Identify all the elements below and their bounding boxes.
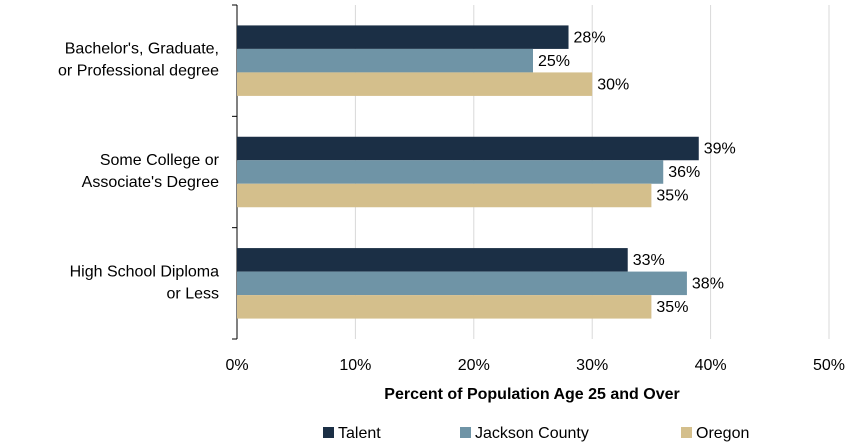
legend-label: Talent xyxy=(338,425,381,442)
legend-swatch xyxy=(460,427,471,438)
value-label: 30% xyxy=(597,76,629,93)
value-label: 39% xyxy=(704,141,736,158)
label-line: Bachelor's, Graduate, xyxy=(65,41,219,58)
x-tick-label: 30% xyxy=(576,357,608,374)
label-line: Some College or xyxy=(100,152,220,169)
y-tick-label: High School Diploma or Less xyxy=(70,264,220,303)
bar xyxy=(237,183,652,208)
legend-swatch xyxy=(681,427,692,438)
value-label: 38% xyxy=(692,276,724,293)
legend-swatch xyxy=(323,427,334,438)
x-tick-label: 20% xyxy=(458,357,490,374)
x-axis-label: Percent of Population Age 25 and Over xyxy=(384,386,679,403)
bar xyxy=(237,48,533,73)
label-line: or Less xyxy=(167,286,219,303)
value-label: 36% xyxy=(668,164,700,181)
legend-label: Jackson County xyxy=(475,425,589,442)
value-label: 33% xyxy=(633,252,665,269)
bar xyxy=(237,160,664,184)
value-label: 35% xyxy=(656,299,688,316)
x-tick-label: 0% xyxy=(225,357,248,374)
value-label: 35% xyxy=(656,188,688,205)
y-tick-label: Some College or Associate's Degree xyxy=(82,152,220,191)
x-tick-label: 10% xyxy=(339,357,371,374)
bar xyxy=(237,295,652,319)
x-tick-label: 50% xyxy=(813,357,845,374)
bar xyxy=(237,72,593,96)
bar xyxy=(237,248,628,272)
label-line: High School Diploma xyxy=(70,264,220,281)
x-tick-label: 40% xyxy=(695,357,727,374)
y-tick-label: Bachelor's, Graduate, or Professional deg… xyxy=(58,41,219,80)
label-line: or Professional degree xyxy=(58,63,219,80)
bar xyxy=(237,25,569,49)
legend-label: Oregon xyxy=(696,425,749,442)
bar xyxy=(237,136,699,161)
value-label: 28% xyxy=(574,29,606,46)
label-line: Associate's Degree xyxy=(82,174,219,191)
value-label: 25% xyxy=(538,53,570,70)
bar xyxy=(237,271,687,296)
